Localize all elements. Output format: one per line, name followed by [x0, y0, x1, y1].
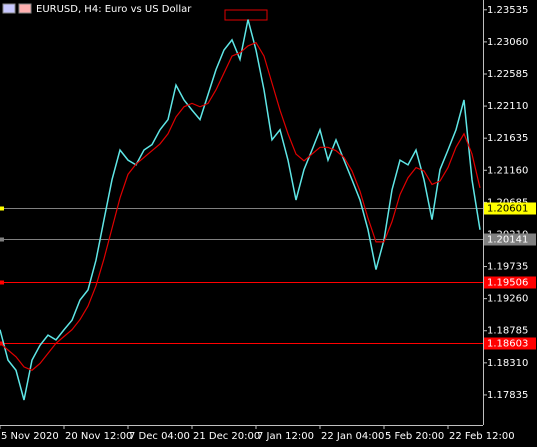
x-tick-label: 7 Jan 12:00: [257, 431, 314, 442]
x-tick-label: 21 Dec 20:00: [193, 431, 260, 442]
price-line: [0, 19, 481, 401]
level-label: 1.19506: [487, 278, 528, 289]
level-label-box: [484, 202, 536, 215]
level-label: 1.18603: [487, 339, 528, 350]
y-tick-label: 1.23060: [487, 37, 528, 48]
chart-icon: [2, 3, 16, 14]
axis-labels: 1.23535 1.23060 1.22585 1.22110 1.21635 1.211…: [0, 5, 536, 442]
y-tick-label: 1.17835: [487, 390, 528, 401]
x-tick-label: 22 Feb 12:00: [449, 431, 515, 442]
rectangle-object: [224, 9, 268, 21]
level-marker: [0, 237, 4, 242]
level-marker: [0, 341, 4, 346]
plot: [0, 19, 483, 401]
y-tick-label: 1.18785: [487, 326, 528, 337]
symbol-icon: [18, 3, 32, 14]
x-tick-label: 5 Nov 2020: [1, 431, 59, 442]
level-label-box: [484, 233, 536, 246]
y-tick-label: 1.19260: [487, 294, 528, 305]
price-line: [0, 41, 481, 371]
x-tick-label: 7 Dec 04:00: [129, 431, 190, 442]
y-tick-label: 1.18310: [487, 358, 528, 369]
chart-title: EURUSD, H4: Euro vs US Dollar: [36, 4, 192, 15]
y-tick-label: 1.22110: [487, 101, 528, 112]
y-tick-label: 1.22585: [487, 69, 528, 80]
level-label: 1.20601: [487, 204, 528, 215]
x-tick-label: 22 Jan 04:00: [321, 431, 384, 442]
level-marker: [0, 206, 4, 211]
x-tick-label: 5 Feb 20:00: [385, 431, 444, 442]
y-tick-label: 1.19735: [487, 262, 528, 273]
level-label-box: [484, 337, 536, 350]
level-label: 1.20141: [487, 235, 528, 246]
x-tick-label: 20 Nov 12:00: [65, 431, 132, 442]
y-tick-label: 1.21160: [487, 165, 528, 176]
y-tick-label: 1.21635: [487, 133, 528, 144]
level-label-box: [484, 276, 536, 289]
level-marker: [0, 280, 4, 285]
y-tick-label: 1.23535: [487, 5, 528, 16]
